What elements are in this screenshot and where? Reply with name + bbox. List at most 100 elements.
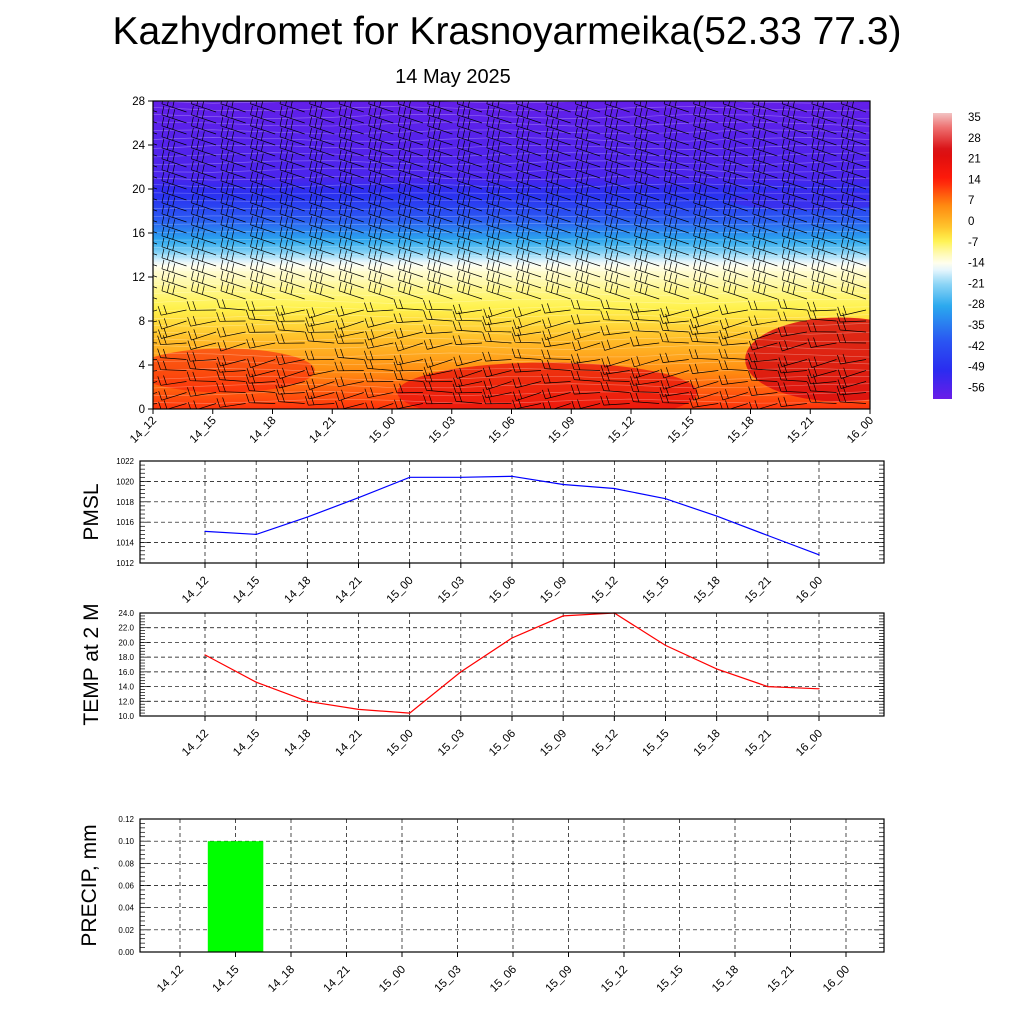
wind-barb xyxy=(309,171,335,190)
wind-barb xyxy=(837,377,867,389)
wind-barb xyxy=(777,326,807,337)
y-tick-label: 1014 xyxy=(116,539,134,548)
wind-barb xyxy=(781,127,808,146)
wind-barb xyxy=(811,259,837,278)
wind-barb xyxy=(191,248,217,267)
wind-barb xyxy=(545,270,571,289)
y-tick-label: 1020 xyxy=(116,477,134,486)
pmsl-point xyxy=(409,476,411,478)
wind-barb xyxy=(634,193,660,212)
wind-barb xyxy=(368,149,394,168)
wind-barb xyxy=(250,101,276,113)
x-tick-label: 15_06 xyxy=(487,728,518,759)
pmsl-point xyxy=(716,515,718,517)
wind-barb xyxy=(275,392,305,404)
wind-barb xyxy=(250,116,276,135)
wind-barb xyxy=(338,270,364,289)
wind-barb xyxy=(483,378,512,390)
wind-barb xyxy=(220,127,246,146)
wind-barb xyxy=(811,248,837,267)
wind-barb xyxy=(752,193,778,212)
wind-barb xyxy=(486,105,512,124)
x-tick-label: 15_12 xyxy=(606,415,637,446)
wind-barb xyxy=(452,320,483,333)
wind-barb xyxy=(397,237,424,256)
wind-barb xyxy=(250,105,276,124)
wind-barb xyxy=(279,193,305,212)
wind-barb xyxy=(309,259,335,278)
wind-barb xyxy=(663,101,689,113)
wind-barb xyxy=(545,204,571,223)
wind-barb xyxy=(338,248,364,267)
wind-barb xyxy=(718,374,748,385)
wind-barb xyxy=(486,193,512,212)
wind-barb xyxy=(575,127,601,146)
wind-barb xyxy=(246,366,276,378)
wind-barb xyxy=(545,105,571,124)
wind-barb xyxy=(335,318,364,330)
wind-barb xyxy=(397,101,424,113)
wind-barb xyxy=(304,350,335,361)
wind-barb xyxy=(161,270,187,289)
x-tick-label: 15_00 xyxy=(385,575,416,606)
wind-barb xyxy=(722,105,748,124)
wind-barb xyxy=(512,306,542,318)
wind-barb xyxy=(363,372,394,383)
wind-barb xyxy=(545,138,571,157)
wind-barb xyxy=(368,248,394,267)
wind-barb xyxy=(394,340,424,352)
wind-barb xyxy=(157,304,187,316)
wind-barb xyxy=(486,116,512,135)
wind-barb xyxy=(808,366,837,378)
wind-barb xyxy=(245,393,276,404)
wind-barb xyxy=(663,215,689,234)
y-tick-label: 0.12 xyxy=(118,815,134,824)
wind-barb xyxy=(575,116,601,135)
y-tick-label: 0.08 xyxy=(118,859,134,868)
wind-barb xyxy=(486,248,512,267)
wind-barb xyxy=(516,237,542,256)
wind-barb xyxy=(220,138,246,157)
wind-barb xyxy=(338,105,364,124)
wind-barb xyxy=(600,299,630,311)
wind-barb xyxy=(309,193,335,212)
wind-barb xyxy=(161,226,187,245)
wind-barb xyxy=(840,270,867,289)
contour-line xyxy=(153,367,870,373)
wind-barb xyxy=(368,281,394,300)
wind-barb xyxy=(749,329,778,341)
wind-barb xyxy=(334,334,364,344)
chart-title: Kazhydromet for Krasnoyarmeika(52.33 77.… xyxy=(112,10,902,53)
wind-barb xyxy=(279,237,305,256)
wind-barb xyxy=(427,193,453,212)
wind-barb xyxy=(575,101,601,113)
x-tick-label: 15_00 xyxy=(385,728,416,759)
wind-barb xyxy=(275,312,305,322)
x-tick-label: 14_15 xyxy=(231,728,262,759)
wind-barb xyxy=(516,160,542,179)
temp-point xyxy=(255,681,257,683)
wind-barb xyxy=(161,281,187,300)
x-tick-label: 14_21 xyxy=(322,964,353,995)
wind-barb xyxy=(748,300,778,311)
wind-barb xyxy=(693,259,719,278)
wind-barb xyxy=(781,149,808,168)
wind-barb xyxy=(423,300,453,311)
wind-barb xyxy=(516,182,542,201)
wind-barb xyxy=(604,193,630,212)
wind-barb xyxy=(279,182,305,201)
wind-barb xyxy=(777,298,807,311)
contour-line xyxy=(153,283,870,289)
wind-barb xyxy=(157,375,187,386)
wind-barb xyxy=(393,298,423,311)
x-tick-label: 14_12 xyxy=(180,575,211,606)
wind-barb xyxy=(752,215,778,234)
wind-barb xyxy=(516,226,542,245)
wind-barb xyxy=(276,377,305,389)
wind-barb xyxy=(570,314,601,325)
wind-barb xyxy=(752,281,778,300)
wind-barb xyxy=(368,193,394,212)
wind-barb xyxy=(305,388,335,400)
wind-barb xyxy=(545,237,571,256)
wind-barb xyxy=(427,204,453,223)
